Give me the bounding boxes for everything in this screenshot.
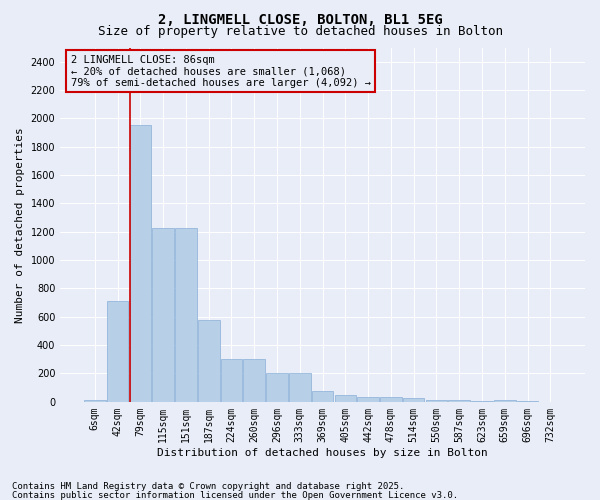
Bar [471,401,493,402]
Bar [403,398,424,402]
Y-axis label: Number of detached properties: Number of detached properties [15,127,25,322]
Bar [221,358,242,402]
Bar [84,400,106,402]
Bar [130,126,151,402]
Bar [289,373,311,402]
Bar [425,400,447,402]
X-axis label: Distribution of detached houses by size in Bolton: Distribution of detached houses by size … [157,448,488,458]
Bar [358,397,379,402]
Bar [494,400,515,402]
Bar [198,320,220,402]
Bar [380,397,402,402]
Text: Size of property relative to detached houses in Bolton: Size of property relative to detached ho… [97,25,503,38]
Bar [335,396,356,402]
Bar [517,401,538,402]
Text: 2 LINGMELL CLOSE: 86sqm
← 20% of detached houses are smaller (1,068)
79% of semi: 2 LINGMELL CLOSE: 86sqm ← 20% of detache… [71,54,371,88]
Text: Contains public sector information licensed under the Open Government Licence v3: Contains public sector information licen… [12,490,458,500]
Bar [312,391,334,402]
Text: 2, LINGMELL CLOSE, BOLTON, BL1 5EG: 2, LINGMELL CLOSE, BOLTON, BL1 5EG [158,12,442,26]
Bar [175,228,197,402]
Bar [266,373,288,402]
Text: Contains HM Land Registry data © Crown copyright and database right 2025.: Contains HM Land Registry data © Crown c… [12,482,404,491]
Bar [244,358,265,402]
Bar [448,400,470,402]
Bar [152,228,174,402]
Bar [107,301,128,402]
